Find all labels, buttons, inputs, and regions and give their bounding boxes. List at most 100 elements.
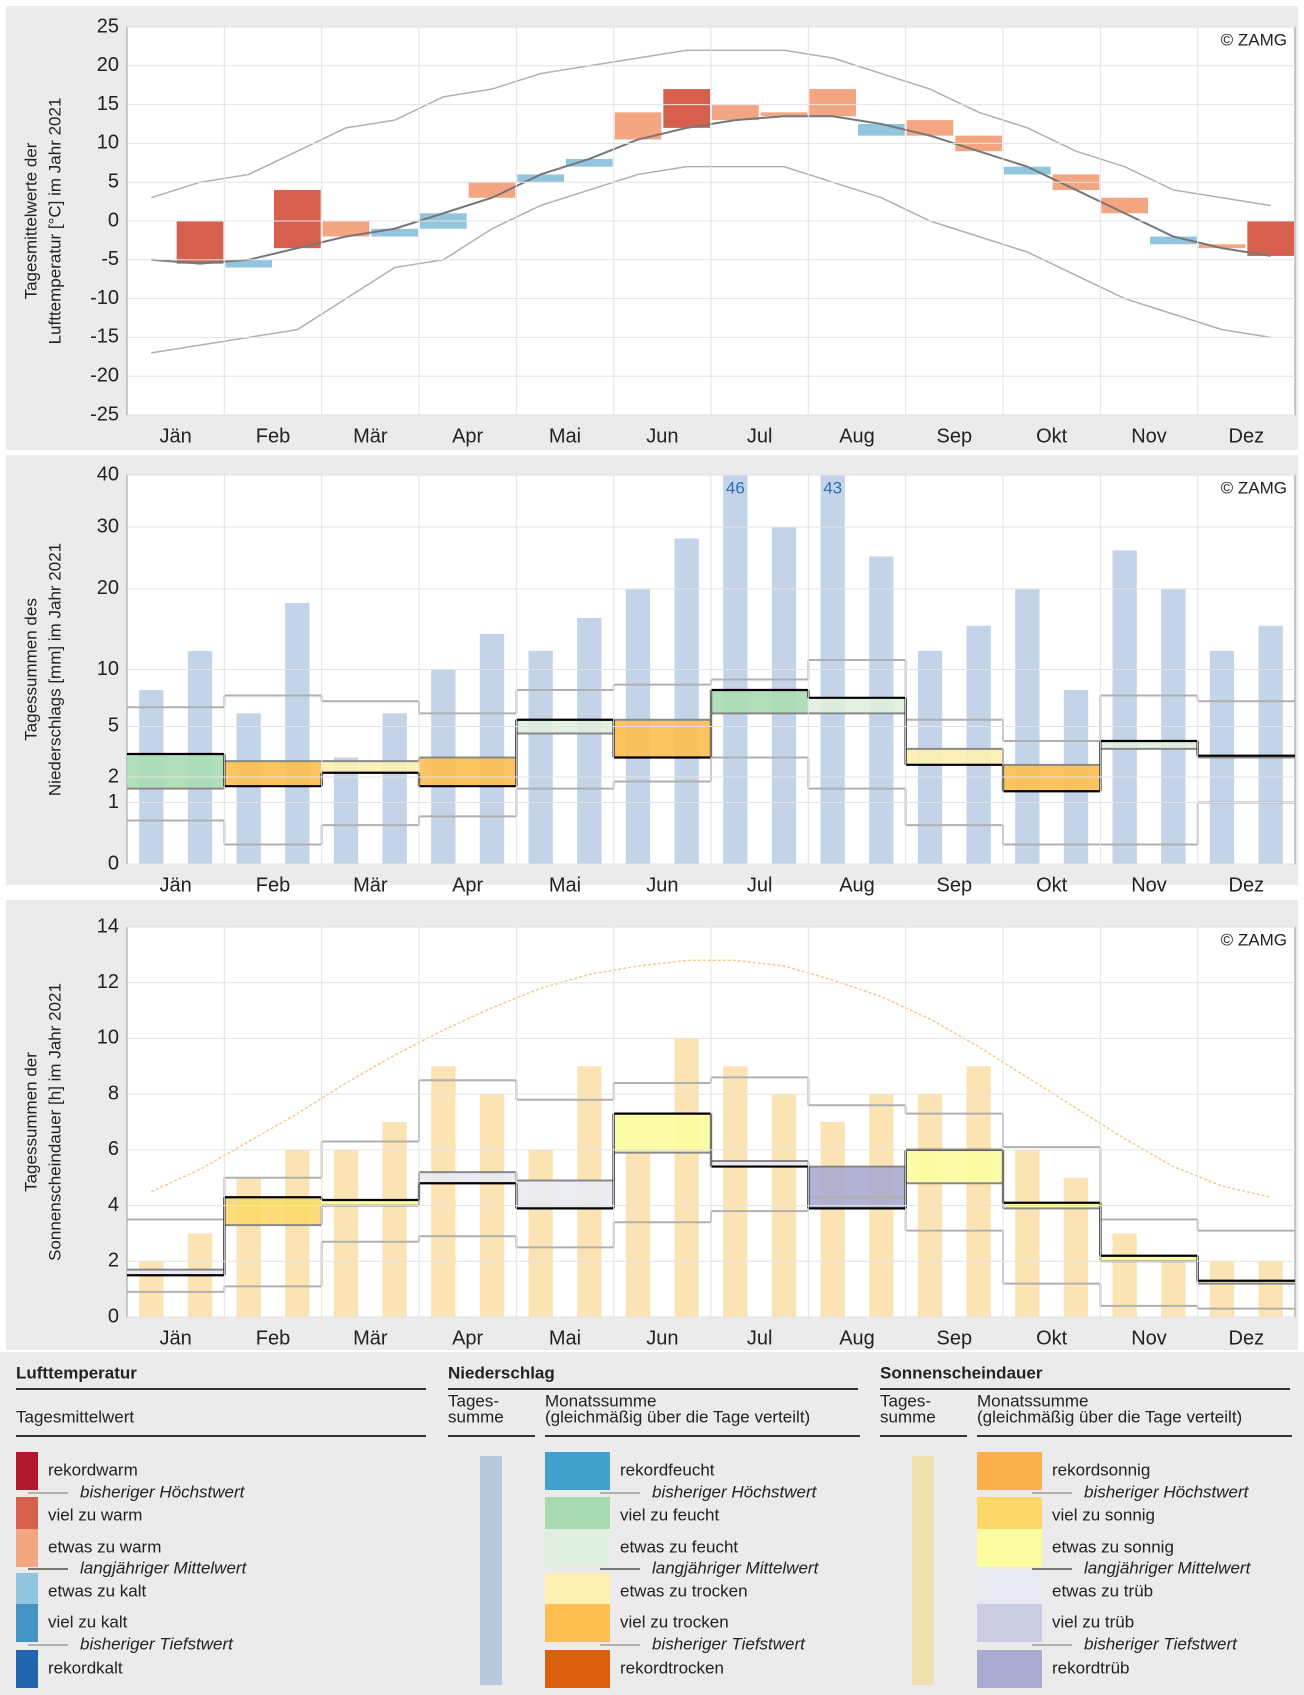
x-tick-label: Jän <box>160 425 192 447</box>
legend-swatch <box>545 1497 610 1535</box>
legend-label: rekordkalt <box>48 1658 123 1677</box>
legend-swatch <box>977 1452 1042 1490</box>
daily-bar <box>966 625 991 864</box>
legend-label: etwas zu feucht <box>620 1537 738 1556</box>
temperature-bar <box>1004 166 1051 175</box>
legend-label: rekordfeucht <box>620 1460 715 1479</box>
legend-label: viel zu trüb <box>1052 1612 1134 1631</box>
temperature-bar <box>1198 244 1246 249</box>
x-tick-label: Dez <box>1229 1327 1265 1349</box>
anomaly-fill <box>224 1197 322 1226</box>
y-tick-label: -10 <box>90 287 119 309</box>
legend-swatch <box>545 1452 610 1490</box>
legend-header: Tages- <box>448 1391 499 1410</box>
legend-title: Niederschlag <box>448 1363 555 1382</box>
x-tick-label: Mai <box>549 874 581 896</box>
legend-swatch <box>545 1529 610 1567</box>
daily-bar <box>382 713 407 864</box>
y-tick-label: 2 <box>108 1250 119 1272</box>
daily-bar <box>333 1149 359 1317</box>
legend-line-label: bisheriger Tiefstwert <box>1084 1634 1238 1653</box>
anomaly-fill <box>711 690 809 714</box>
temperature-bar <box>517 174 564 183</box>
temperature-bar <box>225 259 272 268</box>
annotation: © ZAMG <box>1221 478 1287 497</box>
y-tick-label: 20 <box>97 577 119 599</box>
daily-bar <box>382 1122 407 1317</box>
legend-swatch <box>545 1604 610 1642</box>
anomaly-fill <box>1003 764 1101 792</box>
temperature-bar <box>663 89 710 128</box>
daily-bar <box>236 713 261 864</box>
x-tick-label: Apr <box>452 425 483 447</box>
y-tick-label: 4 <box>108 1194 119 1216</box>
y-tick-label: 8 <box>108 1082 119 1104</box>
temperature-bar <box>1247 221 1294 256</box>
y-tick-label: 12 <box>97 971 119 993</box>
x-tick-label: Jän <box>160 1327 192 1349</box>
x-tick-label: Feb <box>256 874 290 896</box>
anomaly-fill <box>127 1269 225 1276</box>
anomaly-fill <box>613 719 711 758</box>
y-tick-label: 1 <box>108 791 119 813</box>
y-tick-label: 0 <box>108 852 119 874</box>
legend-label: etwas zu kalt <box>48 1581 147 1600</box>
y-axis-label: Sonnenscheindauer [h] im Jahr 2021 <box>45 983 64 1261</box>
y-tick-label: -5 <box>101 248 119 270</box>
temperature-bar <box>1150 236 1197 245</box>
daily-bar <box>285 1149 310 1317</box>
legend-label: viel zu warm <box>48 1505 142 1524</box>
daily-bar <box>625 1149 651 1317</box>
legend-swatch <box>16 1529 38 1567</box>
y-tick-label: 25 <box>97 15 119 37</box>
temperature-bar <box>760 112 808 117</box>
legend-swatch <box>16 1497 38 1535</box>
legend-swatch <box>977 1497 1042 1535</box>
daily-bar <box>1015 1149 1040 1317</box>
x-tick-label: Okt <box>1036 874 1068 896</box>
anomaly-fill <box>808 1166 906 1209</box>
daily-bar <box>966 1066 991 1317</box>
anomaly-fill <box>1100 1255 1198 1262</box>
x-tick-label: Apr <box>452 874 483 896</box>
temperature-bar <box>566 158 613 167</box>
x-tick-label: Dez <box>1229 425 1265 447</box>
x-tick-label: Nov <box>1131 1327 1167 1349</box>
daily-bar <box>1161 1261 1186 1317</box>
temperature-bar <box>322 221 370 237</box>
daily-bar <box>1063 1177 1089 1317</box>
legend-line-label: bisheriger Höchstwert <box>80 1482 246 1501</box>
x-tick-label: Jul <box>747 874 773 896</box>
daily-bar <box>333 757 359 864</box>
x-tick-label: Aug <box>839 874 875 896</box>
y-tick-label: 10 <box>97 132 119 154</box>
anomaly-fill <box>127 753 225 789</box>
legend-swatch <box>16 1650 38 1688</box>
y-tick-label: 10 <box>97 658 119 680</box>
y-axis-label: Lufttemperatur [°C] im Jahr 2021 <box>45 98 64 345</box>
legend-swatch <box>977 1650 1042 1688</box>
x-tick-label: Okt <box>1036 425 1068 447</box>
temperature-bar <box>1101 197 1148 214</box>
legend-label: rekordsonnig <box>1052 1460 1150 1479</box>
anomaly-fill <box>711 1161 809 1167</box>
x-tick-label: Sep <box>937 425 973 447</box>
legend-swatch <box>16 1452 38 1490</box>
legend-label: rekordtrüb <box>1052 1658 1129 1677</box>
legend-bg <box>0 1352 1304 1695</box>
temperature-bar <box>371 228 418 237</box>
legend-label: etwas zu sonnig <box>1052 1537 1174 1556</box>
x-tick-label: Aug <box>839 1327 875 1349</box>
x-tick-label: Mär <box>353 1327 388 1349</box>
legend-line-label: langjähriger Mittelwert <box>652 1558 820 1577</box>
x-tick-label: Nov <box>1131 874 1167 896</box>
legend-header: (gleichmäßig über die Tage verteilt) <box>545 1407 810 1426</box>
x-tick-label: Jul <box>747 1327 773 1349</box>
temperature-bar <box>906 120 954 136</box>
legend-header: summe <box>448 1407 504 1426</box>
legend-header: (gleichmäßig über die Tage verteilt) <box>977 1407 1242 1426</box>
x-tick-label: Dez <box>1229 874 1265 896</box>
temperature-bar <box>468 182 516 198</box>
x-tick-label: Sep <box>937 874 973 896</box>
legend-label: etwas zu warm <box>48 1537 161 1556</box>
